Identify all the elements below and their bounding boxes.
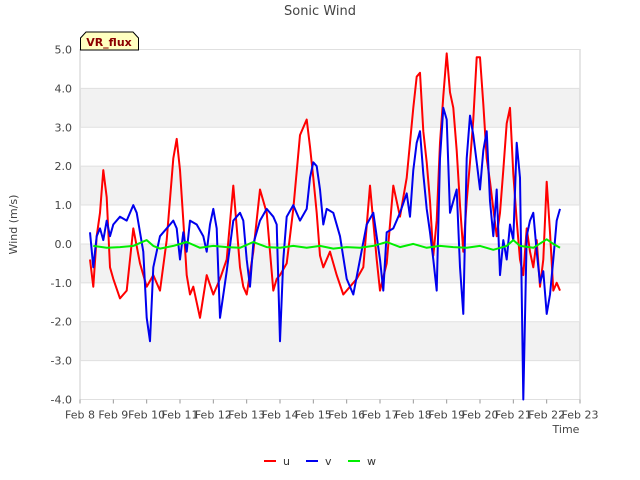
y-tick-label: 5.0 <box>55 44 73 57</box>
x-tick-label: Feb 21 <box>495 409 532 422</box>
x-tick-label: Feb 9 <box>98 409 128 422</box>
x-tick-label: Feb 20 <box>462 409 499 422</box>
x-tick-label: Feb 23 <box>562 409 599 422</box>
x-tick-label: Feb 14 <box>262 409 299 422</box>
x-tick-label: Feb 19 <box>428 409 465 422</box>
x-tick-label: Feb 11 <box>162 409 199 422</box>
legend: u v w <box>264 455 376 468</box>
series-line-w <box>93 238 561 251</box>
x-tick-label: Feb 22 <box>528 409 565 422</box>
legend-label-v: v <box>325 455 332 468</box>
badge-shape <box>80 31 139 51</box>
y-tick-label: 1.0 <box>55 199 73 212</box>
x-tick-label: Feb 15 <box>295 409 332 422</box>
y-tick-label: 0.0 <box>55 238 73 251</box>
x-tick-label: Feb 18 <box>395 409 432 422</box>
x-tick-label: Feb 8 <box>65 409 95 422</box>
badge-label: VR_flux <box>86 36 132 49</box>
legend-label-u: u <box>283 455 290 468</box>
y-tick-label: -2.0 <box>51 316 72 329</box>
x-tick-label: Feb 17 <box>362 409 399 422</box>
legend-label-w: w <box>367 455 376 468</box>
y-axis-label: Wind (m/s) <box>7 195 20 255</box>
grid-band <box>80 127 580 167</box>
y-tick-label: 4.0 <box>55 82 73 95</box>
x-axis-label: Time <box>552 423 580 436</box>
series-line-v <box>89 106 561 401</box>
plot-background <box>80 49 580 400</box>
y-tick-label: -3.0 <box>51 355 72 368</box>
x-tick-label: Feb 10 <box>128 409 165 422</box>
y-tick-label: -4.0 <box>51 394 72 407</box>
x-tick-label: Feb 13 <box>228 409 265 422</box>
grid-band <box>80 282 580 322</box>
y-tick-label: 3.0 <box>55 121 73 134</box>
grid-band <box>80 88 580 128</box>
grid-band <box>80 49 580 89</box>
grid-band <box>80 360 580 400</box>
grid-band <box>80 166 580 206</box>
chart-title: Sonic Wind <box>284 4 356 19</box>
y-tick-label: 2.0 <box>55 160 73 173</box>
grid-band <box>80 321 580 361</box>
x-tick-label: Feb 16 <box>328 409 365 422</box>
series-layer <box>89 52 561 401</box>
x-tick-label: Feb 12 <box>195 409 232 422</box>
y-tick-label: -1.0 <box>51 277 72 290</box>
badge: VR_flux <box>80 31 139 51</box>
